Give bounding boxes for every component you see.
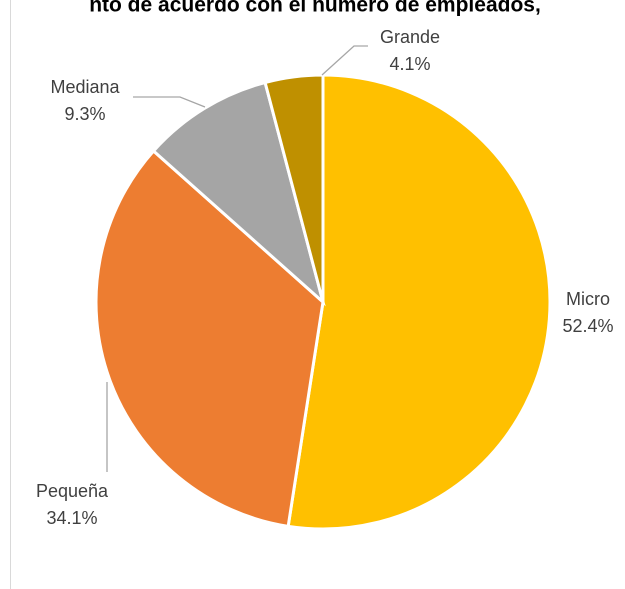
data-label-name: Mediana bbox=[50, 77, 120, 97]
leader-line bbox=[321, 45, 368, 76]
data-label-value: 4.1% bbox=[389, 54, 430, 74]
leader-line bbox=[133, 96, 206, 108]
data-label-name: Pequeña bbox=[36, 481, 109, 501]
data-label-name: Grande bbox=[380, 27, 440, 47]
data-label-value: 9.3% bbox=[64, 104, 105, 124]
data-label-value: 52.4% bbox=[562, 316, 613, 336]
data-label-value: 34.1% bbox=[46, 508, 97, 528]
pie-slice bbox=[286, 73, 552, 531]
chart-title: nto de acuerdo con el número de empleado… bbox=[89, 0, 541, 17]
data-label-name: Micro bbox=[566, 289, 610, 309]
pie-slice bbox=[151, 80, 326, 307]
pie-slice bbox=[263, 73, 325, 303]
pie-slice bbox=[94, 148, 325, 529]
